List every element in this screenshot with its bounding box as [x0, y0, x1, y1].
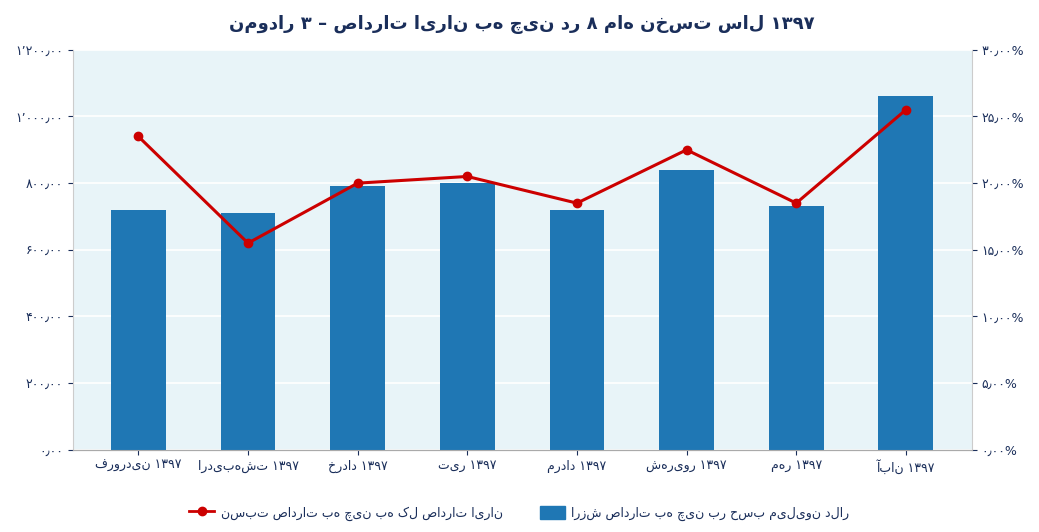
Bar: [330, 187, 385, 450]
Bar: [111, 210, 166, 450]
Legend: نسبت صادرات به چین به کل صادرات ایران, ارزش صادرات به چین بر حسب میلیون دلار: نسبت صادرات به چین به کل صادرات ایران, ا…: [185, 501, 854, 526]
Bar: [220, 213, 275, 450]
Bar: [550, 210, 605, 450]
Bar: [439, 183, 495, 450]
Title: نمودار ۳ – صادرات ایران به چین در ۸ ماه نخست سال ۱۳۹۷: نمودار ۳ – صادرات ایران به چین در ۸ ماه …: [230, 15, 815, 34]
Bar: [769, 206, 824, 450]
Bar: [659, 170, 714, 450]
Bar: [878, 96, 933, 450]
